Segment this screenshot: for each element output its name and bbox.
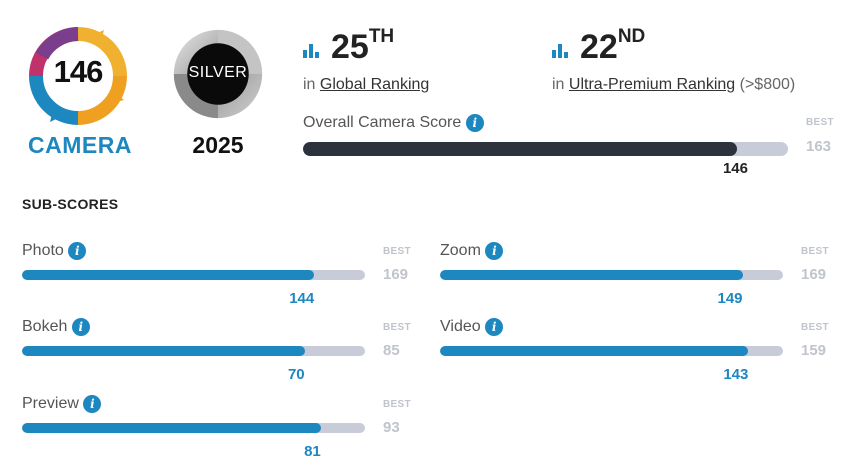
- info-icon[interactable]: i: [485, 242, 504, 260]
- award-year: 2025: [192, 132, 244, 158]
- info-icon[interactable]: i: [485, 318, 504, 336]
- overall-score-label: Overall Camera Score: [303, 114, 462, 132]
- subscore-best-value: 169: [801, 266, 827, 283]
- info-icon[interactable]: i: [465, 114, 484, 132]
- info-icon[interactable]: i: [83, 395, 102, 413]
- global-ranking-link[interactable]: Global Ranking: [319, 76, 430, 93]
- subscore-title: Zoom i: [440, 242, 504, 260]
- segment-ranking-link[interactable]: Ultra-Premium Ranking: [568, 76, 736, 93]
- ranking-bars-icon: [303, 42, 323, 58]
- subscore-fill: [22, 423, 321, 433]
- subscore-best-label: BEST: [383, 399, 411, 410]
- global-rank-prefix: in: [303, 76, 316, 93]
- subscore-zoom: Zoom i BEST 169 149: [440, 242, 833, 308]
- subscore-fill: [22, 346, 305, 356]
- subscore-best-value: 169: [383, 266, 409, 283]
- subscore-value: 143: [723, 366, 749, 383]
- subscore-label: Zoom: [440, 242, 481, 260]
- subscore-fill: [440, 270, 743, 280]
- subscore-fill: [440, 346, 749, 356]
- subscore-best-label: BEST: [801, 246, 829, 257]
- segment-rank-number: 22: [580, 28, 618, 66]
- subscore-value: 144: [289, 290, 315, 307]
- silver-award-badge: SILVER 2025: [168, 24, 268, 158]
- subscore-value: 149: [717, 290, 743, 307]
- subscore-bar: [22, 270, 365, 280]
- subscore-video: Video i BEST 159 143: [440, 318, 833, 384]
- subscore-label: Photo: [22, 242, 64, 260]
- subscore-bar: [440, 270, 783, 280]
- silver-label: SILVER: [188, 64, 248, 81]
- subscore-bar: [22, 346, 365, 356]
- overall-best-value: 163: [806, 138, 832, 155]
- camera-label: CAMERA: [28, 132, 132, 158]
- ranking-bars-icon: [552, 42, 572, 58]
- camera-ring-icon: [29, 27, 127, 125]
- subscore-title: Bokeh i: [22, 318, 90, 336]
- global-ranking: 25TH in Global Ranking: [303, 26, 523, 94]
- subscore-best-label: BEST: [383, 246, 411, 257]
- segment-ranking: 22ND in Ultra-Premium Ranking (>$800): [552, 26, 852, 94]
- global-rank-number: 25: [331, 28, 369, 66]
- subscore-best-label: BEST: [801, 322, 829, 333]
- overall-best-label: BEST: [806, 117, 834, 128]
- subscore-title: Video i: [440, 318, 504, 336]
- subscore-bokeh: Bokeh i BEST 85 70: [22, 318, 415, 384]
- camera-score-badge: 146 CAMERA: [24, 24, 132, 158]
- subscores-heading: SUB-SCORES: [22, 196, 119, 212]
- camera-score-value: 146: [53, 54, 104, 89]
- subscore-value: 70: [287, 366, 305, 383]
- subscore-best-value: 85: [383, 342, 400, 359]
- subscore-value: 81: [304, 443, 321, 460]
- overall-score-fill: [303, 142, 738, 156]
- subscore-title: Preview i: [22, 395, 102, 413]
- subscore-bar: [440, 346, 783, 356]
- subscore-best-value: 159: [801, 342, 827, 359]
- segment-rank-prefix: in: [552, 76, 565, 93]
- subscore-bar: [22, 423, 365, 433]
- price-note: (>$800): [739, 76, 796, 93]
- subscore-label: Preview: [22, 395, 79, 413]
- overall-score-value: 146: [722, 160, 748, 177]
- subscore-label: Bokeh: [22, 318, 68, 336]
- segment-rank-suffix: ND: [617, 26, 646, 47]
- silver-medal-icon: [173, 29, 263, 119]
- overall-score-title: Overall Camera Score i: [303, 114, 484, 132]
- subscore-label: Video: [440, 318, 481, 336]
- subscore-best-label: BEST: [383, 322, 411, 333]
- subscore-best-value: 93: [383, 419, 400, 436]
- global-rank-suffix: TH: [368, 26, 395, 47]
- subscore-preview: Preview i BEST 93 81: [22, 395, 415, 461]
- overall-score-bar: [303, 142, 788, 156]
- subscore-title: Photo i: [22, 242, 87, 260]
- info-icon[interactable]: i: [71, 318, 90, 336]
- subscore-fill: [22, 270, 315, 280]
- subscore-photo: Photo i BEST 169 144: [22, 242, 415, 308]
- info-icon[interactable]: i: [68, 242, 87, 260]
